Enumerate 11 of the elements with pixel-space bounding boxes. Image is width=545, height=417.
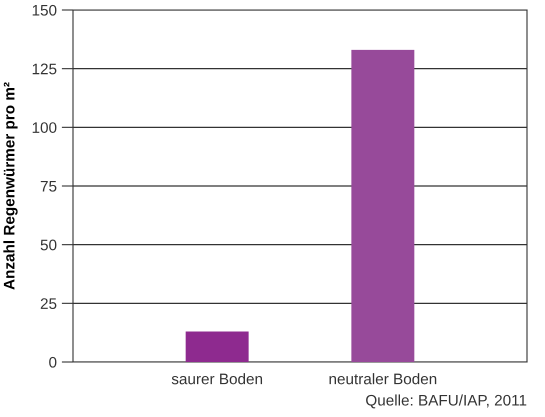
y-tick-label: 50	[40, 240, 56, 250]
y-axis-title: Anzahl Regenwürmer pro m²	[3, 82, 18, 290]
y-tick-label: 150	[32, 4, 56, 16]
y-tick-label: 100	[32, 122, 56, 134]
x-tick-label: saurer Boden	[172, 373, 262, 384]
y-tick-label: 75	[40, 181, 56, 192]
y-tick-label: 25	[40, 298, 56, 310]
x-tick-label: neutraler Boden	[330, 373, 436, 384]
y-tick-label: 0	[49, 356, 56, 368]
source-note: Quelle: BAFU/IAP, 2011	[366, 394, 526, 408]
y-tick-label: 125	[32, 64, 56, 74]
